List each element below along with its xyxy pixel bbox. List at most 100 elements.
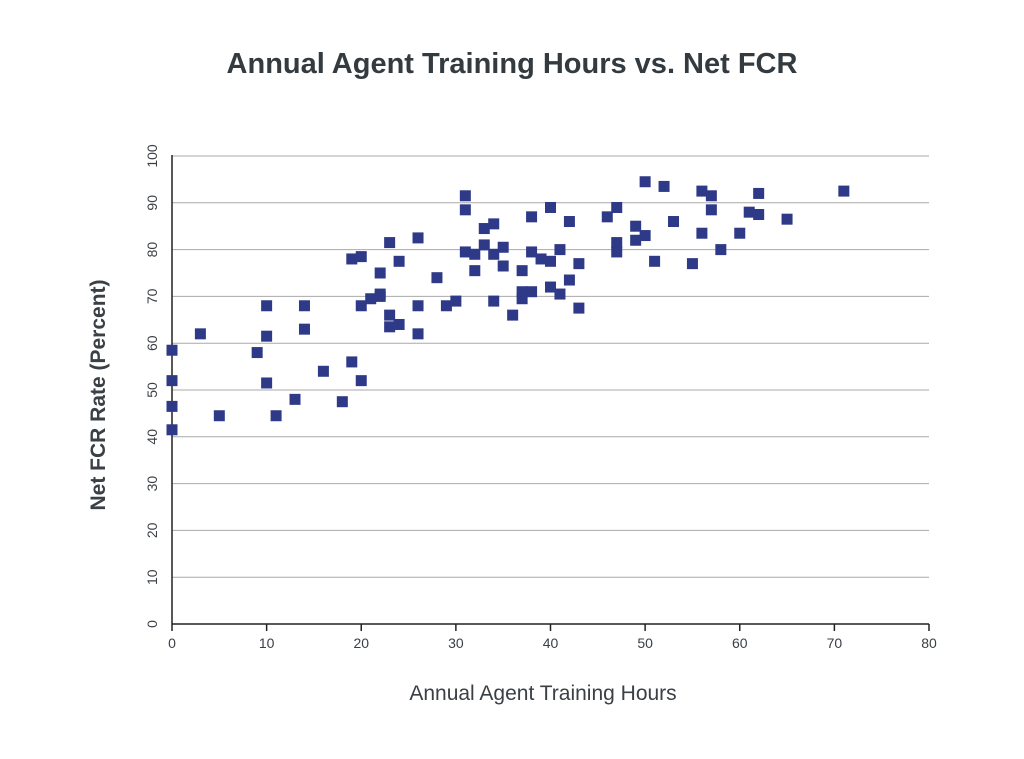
data-point-13 <box>298 323 310 335</box>
data-point-82 <box>734 227 746 239</box>
tick-labels: 0 10 20 30 40 50 60 70 80 90 100 0 10 20 30 40 50 60 70 80 <box>144 144 937 651</box>
data-point-85 <box>753 209 765 220</box>
data-point-42 <box>478 239 490 251</box>
data-point-16 <box>346 253 358 265</box>
data-point-35 <box>450 295 462 307</box>
data-point-34 <box>440 300 452 312</box>
data-point-55 <box>535 253 547 265</box>
data-point-7 <box>261 300 273 312</box>
data-point-10 <box>270 410 282 422</box>
data-point-9 <box>261 377 273 389</box>
x-tick-label-50: 50 <box>637 635 653 651</box>
data-point-22 <box>374 267 386 279</box>
data-point-54 <box>526 286 538 298</box>
data-point-51 <box>516 293 528 305</box>
y-tick-label-40: 40 <box>144 429 160 445</box>
chart-title: Annual Agent Training Hours vs. Net FCR <box>226 48 798 80</box>
data-point-15 <box>336 396 348 408</box>
data-point-29 <box>393 318 405 330</box>
data-point-28 <box>393 255 405 267</box>
data-point-44 <box>488 248 500 260</box>
data-point-66 <box>611 201 623 213</box>
data-point-41 <box>478 223 490 235</box>
x-tick-label-40: 40 <box>543 635 559 651</box>
data-point-20 <box>355 375 367 387</box>
data-point-83 <box>743 206 755 218</box>
data-point-72 <box>639 230 651 242</box>
data-point-50 <box>516 286 528 298</box>
x-tick-label-20: 20 <box>353 635 369 651</box>
y-axis-title: Net FCR Rate (Percent) <box>87 279 110 510</box>
data-points <box>166 176 850 436</box>
y-tick-label-10: 10 <box>144 569 160 585</box>
y-tick-label-60: 60 <box>144 335 160 351</box>
x-tick-label-0: 0 <box>168 635 176 651</box>
data-point-6 <box>251 347 263 359</box>
data-point-5 <box>213 410 225 422</box>
data-point-26 <box>384 309 396 321</box>
data-point-36 <box>459 190 471 202</box>
data-point-69 <box>630 220 642 232</box>
data-point-4 <box>194 328 206 340</box>
data-point-31 <box>412 300 424 312</box>
data-point-11 <box>289 393 301 405</box>
data-point-12 <box>298 300 310 312</box>
data-point-48 <box>507 309 519 321</box>
x-tick-label-60: 60 <box>732 635 748 651</box>
data-point-78 <box>696 227 708 239</box>
data-point-1 <box>166 375 178 387</box>
data-point-65 <box>601 211 613 223</box>
data-point-68 <box>611 246 623 258</box>
x-tick-label-10: 10 <box>259 635 275 651</box>
data-point-60 <box>554 288 566 300</box>
data-point-81 <box>715 244 727 256</box>
data-point-17 <box>346 356 358 368</box>
data-point-71 <box>639 176 651 188</box>
data-point-8 <box>261 330 273 342</box>
data-point-57 <box>545 255 556 267</box>
x-tick-label-80: 80 <box>921 635 937 651</box>
data-point-45 <box>488 295 500 307</box>
y-tick-label-0: 0 <box>144 620 160 628</box>
data-point-49 <box>516 265 528 277</box>
data-point-61 <box>563 216 575 228</box>
data-point-67 <box>611 237 623 249</box>
grid-lines <box>172 155 929 578</box>
data-point-40 <box>469 265 481 277</box>
data-point-63 <box>573 258 585 270</box>
data-point-27 <box>384 321 396 333</box>
data-point-80 <box>705 204 717 216</box>
data-point-3 <box>166 424 178 436</box>
data-point-46 <box>497 241 509 253</box>
data-point-25 <box>384 237 396 249</box>
x-axis-title: Annual Agent Training Hours <box>409 682 676 705</box>
y-tick-label-50: 50 <box>144 382 160 398</box>
data-point-38 <box>459 246 471 258</box>
data-point-52 <box>526 211 538 223</box>
data-point-2 <box>166 400 178 412</box>
y-tick-label-30: 30 <box>144 476 160 492</box>
data-point-62 <box>563 274 575 286</box>
data-point-0 <box>166 344 178 356</box>
data-point-37 <box>459 204 471 216</box>
data-point-32 <box>412 328 424 340</box>
data-point-75 <box>668 216 680 228</box>
x-tick-label-70: 70 <box>827 635 843 651</box>
data-point-39 <box>469 248 481 260</box>
data-point-73 <box>649 255 661 267</box>
data-point-21 <box>365 293 377 305</box>
data-point-43 <box>488 218 500 230</box>
x-tick-label-30: 30 <box>448 635 464 651</box>
y-tick-label-90: 90 <box>144 195 160 211</box>
y-tick-label-80: 80 <box>144 242 160 258</box>
data-point-77 <box>696 185 708 197</box>
data-point-14 <box>317 365 329 377</box>
data-point-58 <box>545 281 556 293</box>
data-point-74 <box>658 180 670 192</box>
data-point-64 <box>573 302 585 314</box>
y-tick-label-70: 70 <box>144 288 160 304</box>
data-point-30 <box>412 232 424 244</box>
data-point-70 <box>630 234 642 246</box>
data-point-18 <box>355 251 367 263</box>
